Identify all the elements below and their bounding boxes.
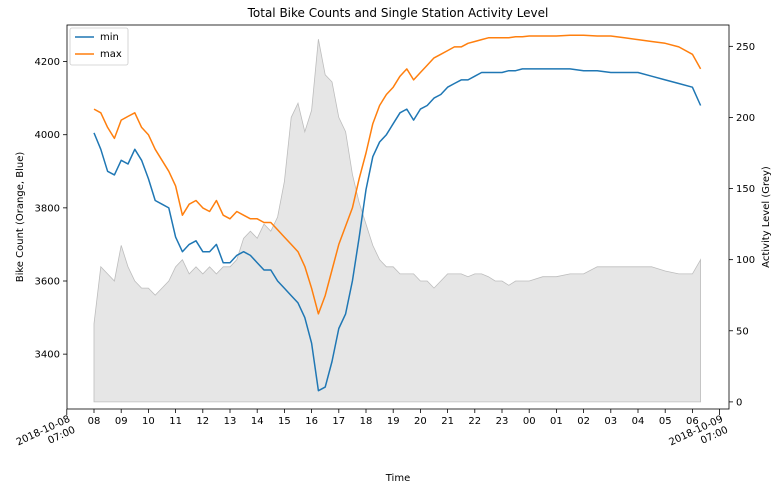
x-tick-label: 23 [496,416,509,427]
series-min-line [93,68,702,392]
x-tick-label: 16 [305,416,318,427]
x-axis-title: Time [385,473,410,484]
x-tick-label: 03 [604,416,617,427]
right-axis-title: Activity Level (Grey) [761,166,772,268]
x-tick-label: 11 [169,416,182,427]
left-tick-label: 3400 [35,350,60,361]
x-tick-label: 14 [251,416,264,427]
x-tick-label: 04 [632,416,645,427]
x-tick-label: 15 [278,416,291,427]
x-tick-label: 10 [142,416,155,427]
left-tick-label: 3800 [35,203,60,214]
left-tick-label: 4000 [35,130,60,141]
left-tick-label: 4200 [35,57,60,68]
series-activity-area [93,39,701,403]
x-tick-label: 02 [577,416,590,427]
left-axis-title: Bike Count (Orange, Blue) [15,152,26,283]
x-tick-label: 00 [523,416,536,427]
chart-title: Total Bike Counts and Single Station Act… [247,6,549,20]
x-tick-label: 09 [115,416,128,427]
x-tick-label: 17 [332,416,345,427]
x-tick-label: 08 [88,416,101,427]
right-tick-label: 200 [736,113,755,124]
right-tick-label: 250 [736,42,755,53]
plot-frame [66,24,730,410]
x-tick-label: 01 [550,416,563,427]
legend-label-max: max [100,49,122,60]
x-tick-label: 13 [224,416,237,427]
x-tick-label: 18 [360,416,373,427]
series-max-line [93,34,702,315]
right-tick-label: 0 [736,397,742,408]
x-tick-label: 22 [468,416,481,427]
left-tick-label: 3600 [35,277,60,288]
legend: min max [69,27,129,66]
x-tick-label: 05 [659,416,672,427]
x-tick-label: 19 [387,416,400,427]
x-tick-label: 06 [686,416,699,427]
x-tick-label: 20 [414,416,427,427]
x-tick-label: 12 [196,416,209,427]
legend-label-min: min [100,32,119,43]
plot-area [93,34,702,403]
right-tick-label: 150 [736,184,755,195]
right-tick-label: 100 [736,255,755,266]
right-tick-label: 50 [736,326,749,337]
x-tick-label: 21 [441,416,454,427]
